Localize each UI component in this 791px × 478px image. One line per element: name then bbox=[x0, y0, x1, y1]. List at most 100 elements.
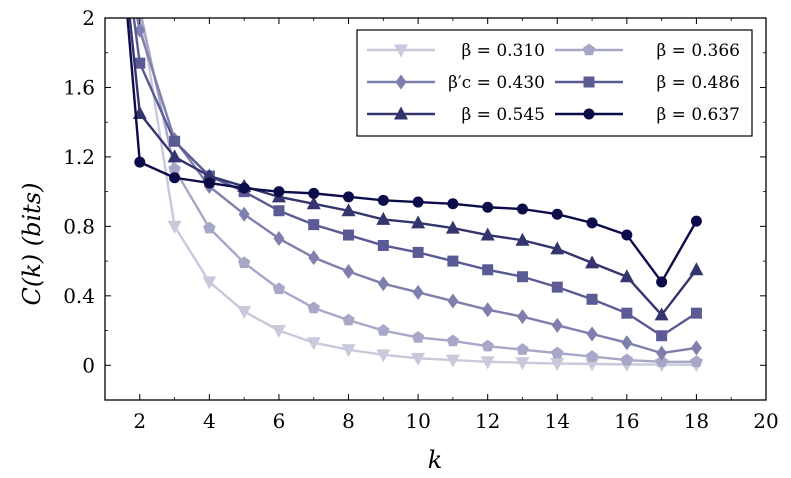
data-point bbox=[343, 229, 355, 241]
data-point bbox=[169, 135, 181, 147]
x-tick-label: 16 bbox=[614, 409, 639, 433]
data-point bbox=[447, 293, 459, 309]
data-point bbox=[447, 255, 459, 267]
data-point bbox=[238, 182, 250, 194]
data-point bbox=[482, 201, 494, 213]
data-point bbox=[411, 352, 426, 366]
legend-label: β = 0.637 bbox=[656, 105, 740, 125]
x-tick-label: 2 bbox=[133, 409, 146, 433]
data-point bbox=[341, 344, 356, 358]
data-point bbox=[272, 282, 286, 295]
data-point bbox=[307, 301, 320, 314]
y-tick-label: 0.8 bbox=[63, 214, 95, 238]
data-point bbox=[168, 162, 181, 175]
data-point bbox=[446, 334, 460, 347]
data-point bbox=[550, 358, 565, 372]
x-tick-label: 4 bbox=[203, 409, 216, 433]
series-line-4 bbox=[128, 18, 698, 317]
data-point bbox=[376, 211, 391, 225]
data-point bbox=[342, 313, 355, 326]
legend-marker bbox=[582, 43, 596, 56]
legend-entry: β′c = 0.430 bbox=[367, 73, 545, 93]
data-point bbox=[202, 168, 217, 182]
legend-marker bbox=[394, 44, 408, 58]
data-point bbox=[551, 346, 564, 359]
data-point bbox=[515, 357, 530, 371]
data-point bbox=[412, 196, 424, 208]
data-point bbox=[238, 206, 250, 222]
data-point bbox=[656, 345, 668, 361]
x-tick-label: 10 bbox=[405, 409, 430, 433]
data-point bbox=[377, 276, 389, 292]
data-point bbox=[306, 337, 321, 351]
data-point bbox=[480, 356, 495, 370]
x-tick-label: 8 bbox=[342, 409, 355, 433]
data-point bbox=[203, 177, 215, 189]
y-tick-label: 2 bbox=[82, 6, 95, 30]
data-point bbox=[376, 349, 391, 363]
series-line-0 bbox=[139, 18, 697, 366]
data-point bbox=[654, 307, 669, 321]
x-tick-label: 20 bbox=[753, 409, 778, 433]
data-point bbox=[202, 276, 217, 290]
series-1 bbox=[140, 18, 703, 368]
data-point bbox=[620, 353, 634, 366]
legend-label: β = 0.366 bbox=[656, 41, 740, 61]
data-point bbox=[273, 205, 285, 217]
data-point bbox=[169, 172, 181, 184]
data-point bbox=[308, 250, 320, 266]
legend-label: β = 0.545 bbox=[461, 105, 545, 125]
data-point bbox=[237, 305, 252, 319]
data-point bbox=[656, 330, 668, 342]
data-point bbox=[482, 264, 494, 276]
data-point bbox=[482, 302, 494, 318]
data-point bbox=[481, 339, 494, 352]
legend-marker bbox=[583, 108, 595, 120]
y-tick-label: 0 bbox=[82, 353, 95, 377]
x-tick-label: 6 bbox=[273, 409, 286, 433]
data-point bbox=[690, 340, 702, 356]
series-line-2 bbox=[135, 18, 697, 355]
data-point bbox=[551, 317, 563, 333]
legend-label: β = 0.310 bbox=[461, 41, 545, 61]
data-point bbox=[237, 256, 251, 269]
data-point bbox=[585, 350, 599, 362]
data-point bbox=[341, 203, 356, 217]
data-point bbox=[134, 156, 146, 168]
x-axis-title: k bbox=[428, 446, 443, 474]
data-point bbox=[480, 227, 495, 241]
y-tick-label: 1.2 bbox=[63, 145, 95, 169]
legend-label: β′c = 0.430 bbox=[448, 73, 545, 93]
data-point bbox=[343, 191, 355, 203]
data-point bbox=[516, 203, 528, 215]
data-point bbox=[516, 343, 529, 355]
x-tick-label: 18 bbox=[684, 409, 709, 433]
legend: β = 0.310 β = 0.366 β′c = 0.430 β = 0.486 β … bbox=[356, 29, 753, 137]
data-point bbox=[445, 354, 460, 368]
data-point bbox=[343, 264, 355, 280]
series-5 bbox=[126, 18, 702, 288]
data-point bbox=[690, 307, 702, 319]
data-point bbox=[411, 330, 425, 343]
legend-label: β = 0.486 bbox=[656, 73, 740, 93]
data-point bbox=[585, 255, 600, 269]
data-point bbox=[377, 324, 390, 336]
data-point bbox=[516, 309, 528, 325]
y-tick-label: 0.4 bbox=[63, 284, 95, 308]
data-point bbox=[308, 219, 320, 231]
x-tick-label: 14 bbox=[545, 409, 570, 433]
data-point bbox=[377, 239, 389, 251]
legend-entry: β = 0.366 bbox=[555, 41, 740, 61]
data-point bbox=[689, 262, 704, 276]
data-point bbox=[619, 269, 634, 283]
legend-marker bbox=[395, 74, 407, 90]
data-point bbox=[412, 246, 424, 258]
legend-marker bbox=[394, 106, 408, 120]
data-point bbox=[621, 307, 633, 319]
data-point bbox=[271, 325, 286, 339]
legend-entry: β = 0.486 bbox=[555, 73, 740, 93]
data-point bbox=[167, 220, 182, 234]
data-point bbox=[134, 57, 146, 69]
data-point bbox=[377, 194, 389, 206]
data-point bbox=[551, 281, 563, 293]
